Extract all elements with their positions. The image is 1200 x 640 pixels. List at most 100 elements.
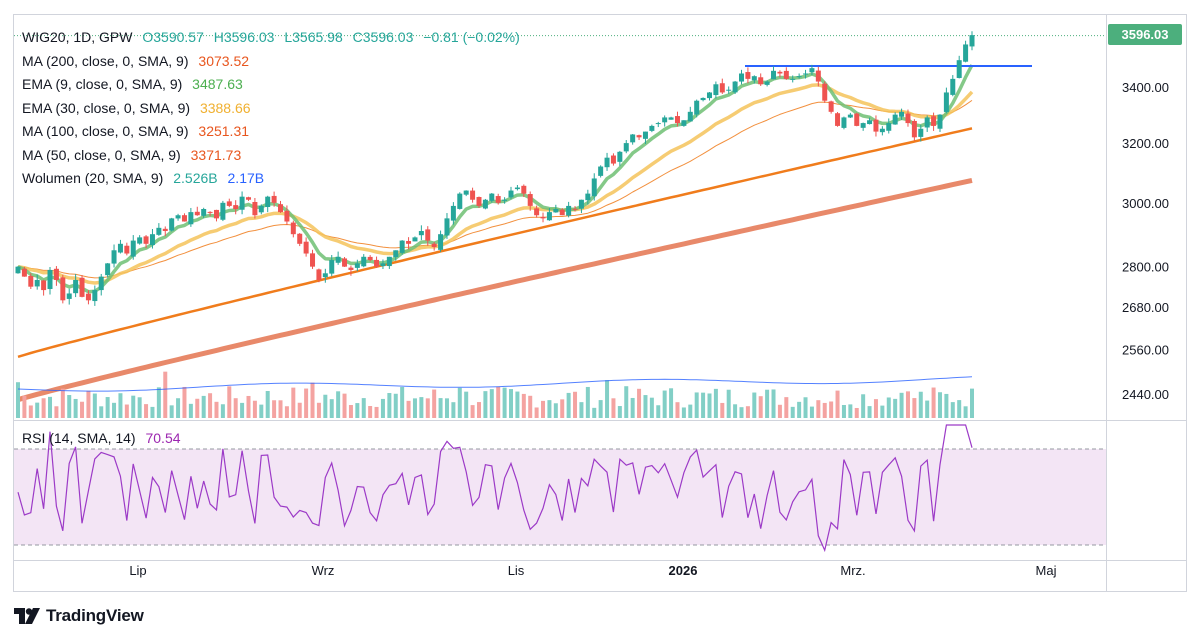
rsi-line xyxy=(17,424,973,553)
volume-bar xyxy=(688,404,693,418)
volume-bar xyxy=(528,395,533,418)
volume-bar xyxy=(733,404,738,418)
time-tick-label: Mrz. xyxy=(840,563,865,578)
volume-bar xyxy=(624,386,629,418)
candle-body xyxy=(233,205,239,210)
volume-bar xyxy=(496,386,501,418)
candle-body xyxy=(803,73,809,75)
candle-body xyxy=(700,97,706,101)
tradingview-brand[interactable]: TradingView xyxy=(14,604,144,628)
volume-bar xyxy=(694,392,699,418)
candle-body xyxy=(412,237,418,242)
volume-bar xyxy=(112,402,117,418)
candle-body xyxy=(329,260,335,274)
last-price-badge: 3596.03 xyxy=(1108,24,1182,45)
candle-body xyxy=(681,120,687,126)
candle-body xyxy=(732,81,738,93)
price-tick-label: 2680.00 xyxy=(1122,300,1169,315)
indicator-row-ema9[interactable]: EMA (9, close, 0, SMA, 9) 3487.63 xyxy=(22,73,520,97)
indicator-value: 3073.52 xyxy=(198,52,250,69)
candle-body xyxy=(527,194,533,206)
candle-body xyxy=(745,72,751,79)
volume-bar xyxy=(745,406,750,418)
candle-body xyxy=(73,279,79,294)
candle-body xyxy=(41,280,47,291)
volume-bar xyxy=(259,404,264,418)
volume-bar xyxy=(195,398,200,418)
candle-body xyxy=(265,196,271,208)
volume-bar xyxy=(67,395,72,418)
candle-body xyxy=(98,276,104,291)
time-tick-label: Wrz xyxy=(312,563,335,578)
indicator-row-ma200[interactable]: MA (200, close, 0, SMA, 9) 3073.52 xyxy=(22,50,520,74)
volume-bar xyxy=(970,388,974,418)
indicator-row-volume[interactable]: Wolumen (20, SMA, 9) 2.526B 2.17B xyxy=(22,167,520,191)
rsi-value: 70.54 xyxy=(145,430,181,446)
price-tick-label: 3000.00 xyxy=(1122,196,1169,211)
candle-body xyxy=(335,256,341,263)
volume-bar xyxy=(374,406,379,418)
volume-bar xyxy=(144,404,149,418)
candle-body xyxy=(431,243,437,248)
indicator-label: Wolumen (20, SMA, 9) xyxy=(22,170,164,186)
candle-body xyxy=(303,241,309,254)
candle-body xyxy=(316,269,322,280)
candle-body xyxy=(310,253,316,267)
candle-body xyxy=(559,209,565,216)
indicator-row-ma100[interactable]: MA (100, close, 0, SMA, 9) 3251.31 xyxy=(22,120,520,144)
volume-bar xyxy=(893,398,898,418)
candle-body xyxy=(60,277,66,301)
volume-bar xyxy=(822,402,827,418)
candle-body xyxy=(918,128,924,137)
volume-bar xyxy=(425,398,430,418)
candle-body xyxy=(258,205,264,213)
rsi-legend[interactable]: RSI (14, SMA, 14) 70.54 xyxy=(22,430,181,446)
candle-body xyxy=(489,193,495,201)
volume-bar xyxy=(464,391,469,418)
candle-body xyxy=(719,83,725,93)
candle-body xyxy=(271,195,277,203)
candle-body xyxy=(322,273,328,278)
candle-body xyxy=(226,201,232,206)
candle-body xyxy=(617,151,623,162)
volume-bar xyxy=(739,407,744,418)
volume-bar xyxy=(137,397,142,418)
indicator-row-ema30[interactable]: EMA (30, close, 0, SMA, 9) 3388.66 xyxy=(22,97,520,121)
candle-body xyxy=(835,113,841,126)
volume-bar xyxy=(637,388,642,418)
candle-body xyxy=(809,68,815,73)
volume-bar xyxy=(509,389,514,418)
symbol-label[interactable]: WIG20, 1D, GPW xyxy=(22,29,133,45)
volume-bar xyxy=(675,402,680,418)
candle-body xyxy=(386,256,392,267)
indicator-value: 3487.63 xyxy=(192,76,243,92)
indicator-row-ma50[interactable]: MA (50, close, 0, SMA, 9) 3371.73 xyxy=(22,144,520,168)
candle-body xyxy=(905,113,911,124)
candle-body xyxy=(572,208,578,210)
volume-bar xyxy=(950,402,955,418)
candle-body xyxy=(911,120,917,138)
price-tick-label: 2560.00 xyxy=(1122,343,1169,358)
volume-bar xyxy=(22,395,27,418)
volume-bar xyxy=(534,407,539,418)
volume-bar xyxy=(99,406,104,418)
indicator-value: 3371.73 xyxy=(190,146,242,163)
rsi-label: RSI (14, SMA, 14) xyxy=(22,430,136,446)
candle-body xyxy=(188,212,194,225)
low-value: L3565.98 xyxy=(284,29,343,45)
volume-bar xyxy=(28,405,33,418)
volume-bar xyxy=(777,404,782,418)
candle-body xyxy=(630,134,636,143)
candle-body xyxy=(726,89,732,91)
volume-bar xyxy=(227,386,232,418)
volume-bar xyxy=(355,403,360,418)
candle-body xyxy=(111,250,117,264)
volume-bar xyxy=(886,397,891,418)
volume-bar xyxy=(605,380,610,418)
candle-body xyxy=(361,256,367,267)
candle-body xyxy=(796,76,802,78)
candle-body xyxy=(34,279,40,287)
candle-body xyxy=(502,199,508,201)
candle-body xyxy=(649,125,655,131)
